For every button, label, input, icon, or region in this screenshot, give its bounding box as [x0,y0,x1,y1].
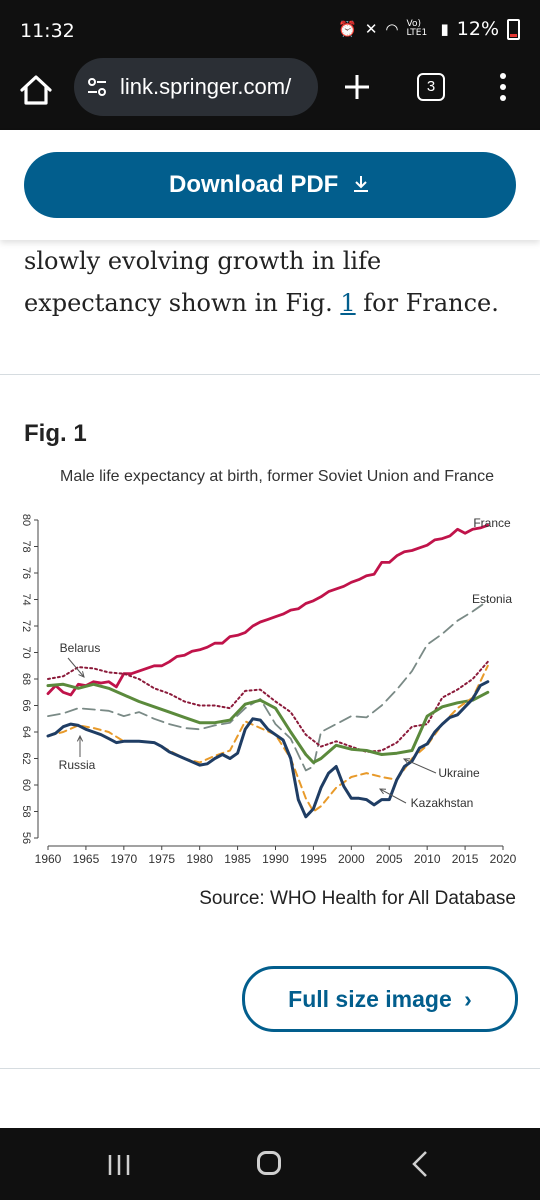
dot-icon [500,84,506,90]
page-content: Download PDF slowly evolving growth in l… [0,130,540,1128]
x-tick-label: 2005 [376,852,403,866]
plus-icon [345,75,369,99]
download-pdf-button[interactable]: Download PDF [24,152,516,218]
y-tick-label: 70 [20,646,32,658]
annotation-belarus: Belarus [60,641,101,655]
series-line-belarus [47,660,489,753]
site-settings-icon[interactable] [86,76,108,98]
home-button[interactable] [16,70,56,110]
y-tick-label: 66 [20,699,32,711]
full-size-label: Full size image [288,986,452,1012]
annotation-estonia: Estonia [472,592,512,606]
figure-label: Fig. 1 [24,420,87,447]
annotation-ukraine: Ukraine [438,766,480,780]
y-tick-label: 68 [20,673,32,685]
x-tick-label: 2020 [490,852,517,866]
browser-toolbar: link.springer.com/ 3 [0,58,540,130]
annotation-arrowhead [378,788,387,795]
x-tick-label: 1960 [35,852,62,866]
x-tick-label: 1985 [224,852,251,866]
paragraph-text-end: for France. [355,289,499,317]
series-line-estonia [47,599,489,772]
annotation-arrow [67,657,85,678]
figure-link[interactable]: 1 [340,289,356,317]
url-bar[interactable]: link.springer.com/ [74,58,318,116]
url-text[interactable]: link.springer.com/ [120,74,292,99]
x-tick-label: 1980 [186,852,213,866]
series-line-ukraine [46,682,490,764]
annotation-arrowhead [402,758,411,764]
annotation-arrowhead [76,734,84,742]
y-tick-label: 76 [20,567,32,579]
chart-annotations: France Estonia Belarus Russia Ukraine Kazakhs… [59,516,513,810]
annotation-arrowhead [78,671,85,678]
annotation-arrow [379,788,407,804]
y-tick-label: 72 [20,620,32,632]
battery-text: 12% [456,18,499,40]
download-bar: Download PDF [0,130,540,240]
system-nav-bar [0,1128,540,1200]
y-tick-label: 64 [20,726,32,738]
more-menu-button[interactable] [496,70,510,104]
dot-icon [500,73,506,79]
paragraph-text: slowly evolving growth in life expectanc… [24,247,382,317]
mute-icon: ✕ [364,20,378,38]
wifi-icon: ◠ [385,20,399,38]
x-tick-label: 2015 [452,852,479,866]
x-tick-label: 1990 [262,852,289,866]
download-icon [351,153,371,219]
recent-apps-icon[interactable] [107,1154,131,1176]
home-nav-icon[interactable] [257,1151,281,1175]
series-line-kazakhstan [47,664,489,813]
annotation-arrow [403,758,437,774]
x-tick-label: 1970 [110,852,137,866]
status-icons: ⏰ ✕ ◠ Vo) LTE1 ▮ 12% [338,18,520,40]
status-time: 11:32 [20,20,75,42]
chevron-right-icon: › [464,986,472,1012]
annotation-kazakhstan: Kazakhstan [411,796,474,810]
cell-signal-icon: ▮ [440,20,449,38]
y-tick-label: 60 [20,779,32,791]
download-pdf-label: Download PDF [169,171,339,198]
alarm-icon: ⏰ [338,20,357,38]
battery-icon [507,18,520,40]
section-divider-bottom [0,1068,540,1069]
chart-axes: 56 58 60 62 64 66 68 70 72 74 76 78 80 1960 1965 1970 19… [20,514,517,866]
signal-label: Vo) LTE1 [406,19,428,38]
y-tick-label: 62 [20,752,32,764]
full-size-image-button[interactable]: Full size image › [242,966,518,1032]
x-tick-label: 1965 [73,852,100,866]
status-bar: 11:32 ⏰ ✕ ◠ Vo) LTE1 ▮ 12% [0,0,540,58]
series-line-france [46,523,490,697]
back-icon[interactable] [410,1150,430,1178]
annotation-france: France [473,516,511,530]
x-tick-label: 1975 [148,852,175,866]
life-expectancy-chart[interactable]: Male life expectancy at birth, former So… [0,455,540,875]
y-tick-label: 80 [20,514,32,526]
tab-switcher-button[interactable]: 3 [417,73,445,101]
y-tick-label: 74 [20,593,32,605]
y-tick-label: 56 [20,832,32,844]
new-tab-button[interactable] [340,70,374,104]
chart-series-group [46,523,490,819]
x-tick-label: 2010 [414,852,441,866]
y-tick-label: 78 [20,540,32,552]
y-tick-label: 58 [20,805,32,817]
series-line-russia [46,680,490,819]
x-tick-label: 2000 [338,852,365,866]
section-divider [0,374,540,375]
annotation-russia: Russia [59,758,96,772]
home-icon [20,75,52,105]
body-paragraph: slowly evolving growth in life expectanc… [24,240,520,324]
x-tick-label: 1995 [300,852,327,866]
chart-title: Male life expectancy at birth, former So… [60,468,494,485]
dot-icon [500,95,506,101]
figure-source: Source: WHO Health for All Database [199,888,516,909]
